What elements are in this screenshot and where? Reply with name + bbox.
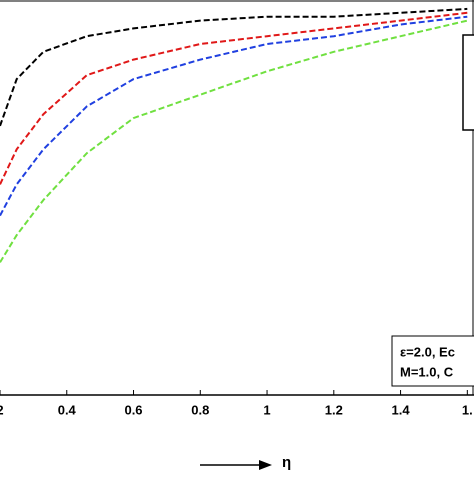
x-tick-label: 1.4	[392, 402, 411, 417]
series-line	[0, 15, 468, 217]
x-tick-label: 0.8	[191, 402, 209, 417]
axis-arrow-head	[259, 460, 272, 470]
annotation: ε=2.0, Ec	[400, 344, 455, 359]
annotation: M=1.0, C	[400, 364, 454, 379]
annotation-box	[391, 335, 474, 387]
x-tick-label: 0.6	[124, 402, 142, 417]
series-line	[0, 19, 468, 263]
x-tick-label: 1.	[462, 402, 473, 417]
legend-box	[462, 34, 474, 131]
x-axis-label: η	[282, 454, 291, 471]
x-tick-label: 1.2	[325, 402, 343, 417]
series-line	[0, 11, 468, 185]
series-line	[0, 7, 468, 127]
x-tick-label: 0.4	[58, 402, 77, 417]
x-tick-label: 2	[0, 402, 4, 417]
x-tick-label: 1	[263, 402, 270, 417]
